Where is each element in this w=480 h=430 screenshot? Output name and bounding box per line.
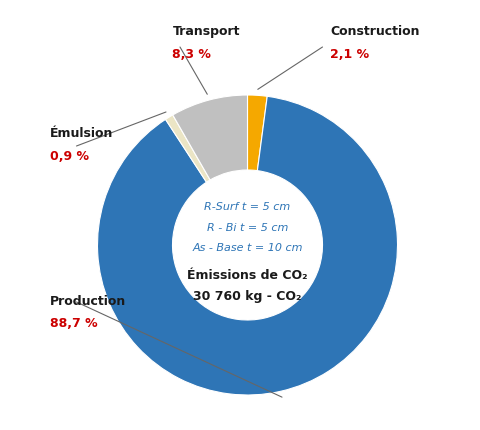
Text: 88,7 %: 88,7 % — [49, 317, 97, 331]
Text: Construction: Construction — [330, 25, 420, 38]
Text: R - Bi t = 5 cm: R - Bi t = 5 cm — [207, 223, 288, 233]
Text: Transport: Transport — [172, 25, 240, 38]
Wedge shape — [97, 96, 397, 395]
Wedge shape — [173, 95, 248, 180]
Text: Production: Production — [49, 295, 126, 308]
Wedge shape — [248, 95, 267, 171]
Text: 8,3 %: 8,3 % — [172, 47, 211, 61]
Text: R-Surf t = 5 cm: R-Surf t = 5 cm — [204, 203, 290, 212]
Wedge shape — [166, 115, 210, 182]
Text: As - Base t = 10 cm: As - Base t = 10 cm — [192, 243, 303, 253]
Text: 0,9 %: 0,9 % — [49, 150, 88, 163]
Text: Émissions de CO₂: Émissions de CO₂ — [187, 269, 308, 282]
Text: 2,1 %: 2,1 % — [330, 47, 369, 61]
Text: Émulsion: Émulsion — [49, 127, 113, 140]
Text: 30 760 kg - CO₂: 30 760 kg - CO₂ — [193, 290, 302, 303]
